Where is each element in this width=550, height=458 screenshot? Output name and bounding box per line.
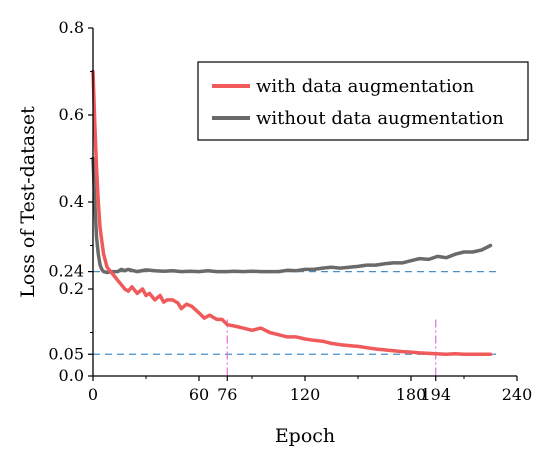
y-axis-title: Loss of Test-dataset (17, 106, 39, 298)
y-tick-label: 0.0 (59, 366, 84, 385)
y-tick-label: 0.4 (59, 192, 84, 211)
y-tick-label: 0.24 (48, 262, 84, 281)
legend: with data augmentation without data augme… (197, 61, 529, 141)
series-line-with-augmentation (91, 69, 493, 357)
x-tick-label: 180 (396, 385, 427, 404)
y-tick-label: 0.2 (59, 279, 84, 298)
reference-lines (93, 270, 497, 376)
legend-box (197, 61, 529, 141)
x-tick-label: 240 (502, 385, 533, 404)
y-tick-label: 0.8 (59, 18, 84, 37)
x-tick-label: 194 (420, 385, 451, 404)
series-line-without-augmentation (91, 156, 493, 275)
x-tick-label: 76 (217, 385, 237, 404)
y-tick-label: 0.05 (48, 344, 84, 363)
legend-label: without data augmentation (256, 108, 504, 129)
series-layer (91, 69, 493, 357)
legend-label: with data augmentation (256, 76, 475, 97)
x-tick-label: 60 (189, 385, 209, 404)
x-axis-title: Epoch (275, 425, 335, 447)
x-tick-label: 120 (290, 385, 321, 404)
y-tick-label: 0.6 (59, 105, 84, 124)
x-tick-label: 0 (88, 385, 98, 404)
